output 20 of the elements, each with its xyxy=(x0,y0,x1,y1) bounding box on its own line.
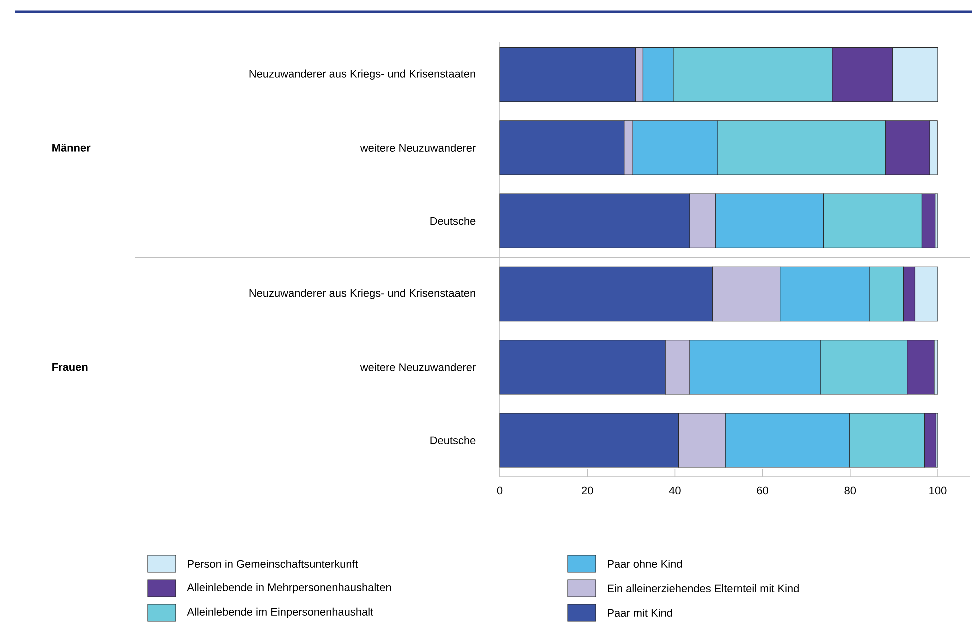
x-tick-label: 20 xyxy=(582,486,594,495)
x-tick-label: 100 xyxy=(930,486,947,495)
legend-label: Paar mit Kind xyxy=(608,608,672,618)
x-tick-label: 0 xyxy=(497,486,503,495)
x-tick-label: 80 xyxy=(844,486,856,495)
y-tick-label: weitere Neuzuwanderer xyxy=(360,363,476,372)
x-tick-label: 40 xyxy=(669,486,681,495)
legend-label: Paar ohne Kind xyxy=(608,560,682,568)
y-tick-label: Neuzuwanderer aus Kriegs- und Krisenstaaten xyxy=(250,70,476,80)
y-tick-label: Deutsche xyxy=(430,217,476,226)
y-tick-label: Deutsche xyxy=(430,436,476,444)
y-tick-label: weitere Neuzuwanderer xyxy=(360,144,476,152)
legend-label: Alleinlebende im Einpersonenhaushalt xyxy=(187,608,374,618)
text: Männer xyxy=(52,144,91,152)
legend-label: Ein alleinerziehendes Elternteil mit Kind xyxy=(608,584,799,593)
legend-label: Person in Gemeinschaftsunterkunft xyxy=(188,560,358,568)
text: Frauen xyxy=(52,363,88,372)
y-tick-label: Neuzuwanderer aus Kriegs- und Krisenstaaten xyxy=(250,289,476,300)
x-tick-label: 60 xyxy=(757,486,768,495)
legend-label: Alleinlebende in Mehrpersonenhaushalten xyxy=(187,583,392,594)
